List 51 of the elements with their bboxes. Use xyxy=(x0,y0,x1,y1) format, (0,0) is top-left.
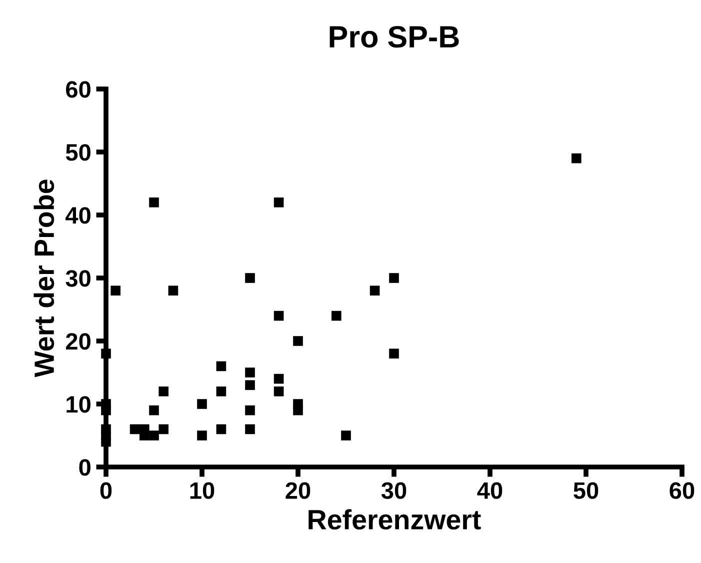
point xyxy=(274,386,284,396)
point xyxy=(341,430,351,440)
point xyxy=(158,386,169,396)
x-tick-label: 30 xyxy=(381,482,406,499)
x-tick-label: 40 xyxy=(477,482,502,499)
point xyxy=(101,348,111,359)
point xyxy=(101,436,111,447)
point xyxy=(149,430,159,440)
y-tick-label: 60 xyxy=(66,81,90,98)
point xyxy=(216,424,226,434)
point xyxy=(274,374,284,384)
point xyxy=(149,197,159,208)
y-tick-label: 0 xyxy=(79,459,90,476)
y-tick-label: 50 xyxy=(66,144,90,161)
point xyxy=(158,424,169,434)
point xyxy=(149,405,159,416)
point xyxy=(245,424,255,434)
point xyxy=(197,399,207,409)
point xyxy=(293,405,303,416)
y-axis-title: Wert der Probe xyxy=(34,180,54,378)
point xyxy=(389,273,399,283)
y-tick-label: 40 xyxy=(66,207,90,224)
point xyxy=(216,361,226,372)
point xyxy=(274,310,284,321)
x-tick-label: 20 xyxy=(286,482,310,499)
point xyxy=(274,197,284,208)
point xyxy=(245,405,255,416)
point xyxy=(197,430,207,440)
x-tick-label: 0 xyxy=(100,482,112,499)
point xyxy=(389,348,399,359)
chart-title: Pro SP-B xyxy=(330,26,459,48)
point xyxy=(331,310,342,321)
y-tick-label: 30 xyxy=(66,270,90,287)
point xyxy=(245,380,255,390)
point xyxy=(139,430,150,440)
point xyxy=(101,405,111,416)
x-tick-label: 60 xyxy=(670,482,694,499)
x-tick-label: 50 xyxy=(574,482,598,499)
point xyxy=(130,424,140,434)
point xyxy=(110,286,121,296)
point xyxy=(571,153,582,164)
point xyxy=(293,336,303,346)
point xyxy=(245,368,255,378)
point xyxy=(168,286,178,296)
point xyxy=(216,386,226,396)
x-tick-label: 10 xyxy=(190,482,214,499)
x-axis-title: Referenzwert xyxy=(308,509,481,530)
point xyxy=(245,273,255,283)
point xyxy=(370,286,380,296)
y-tick-label: 10 xyxy=(66,396,90,413)
y-tick-label: 20 xyxy=(66,333,90,350)
